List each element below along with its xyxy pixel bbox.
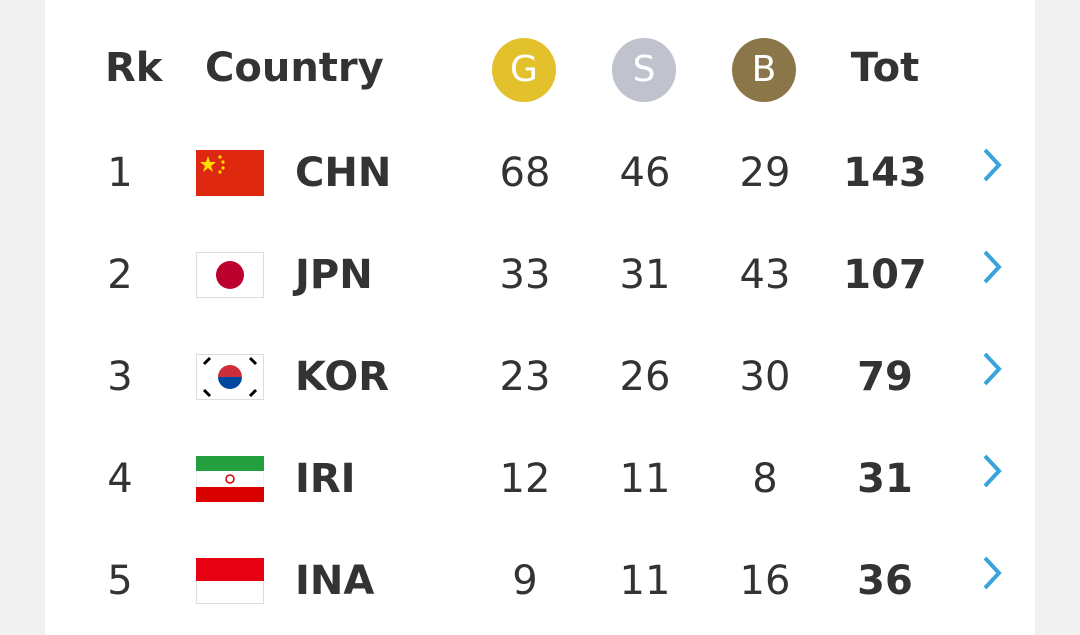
row-chevron[interactable] — [980, 248, 1004, 288]
gold-count: 68 — [499, 150, 551, 196]
flag — [195, 455, 265, 503]
row-chevron[interactable] — [980, 146, 1004, 186]
row-chevron[interactable] — [980, 452, 1004, 492]
country-code: INA — [295, 558, 375, 604]
silver-header: S — [612, 38, 676, 102]
gold-header: G — [492, 38, 556, 102]
flag — [196, 354, 264, 400]
rank: 1 — [107, 150, 133, 196]
total-header: Tot — [850, 45, 920, 91]
country-code: CHN — [295, 150, 392, 196]
row-chevron[interactable] — [980, 350, 1004, 390]
rank: 5 — [107, 558, 133, 604]
silver-count: 11 — [619, 558, 671, 604]
silver-count: 46 — [619, 150, 671, 196]
total-count: 107 — [843, 252, 927, 298]
bronze-count: 30 — [739, 354, 791, 400]
flag — [196, 150, 264, 196]
rank: 2 — [107, 252, 133, 298]
medal-table: Rk Country G S B Tot 1 CHN 68 46 29 143 2 JPN 33… — [45, 0, 1035, 635]
silver-count: 26 — [619, 354, 671, 400]
country-code: JPN — [295, 252, 373, 298]
bronze-header: B — [732, 38, 796, 102]
silver-count: 31 — [619, 252, 671, 298]
country-code: IRI — [295, 456, 356, 502]
total-count: 79 — [857, 354, 913, 400]
flag — [196, 558, 264, 604]
row-chevron[interactable] — [980, 554, 1004, 594]
bronze-count: 16 — [739, 558, 791, 604]
total-count: 36 — [857, 558, 913, 604]
gold-count: 9 — [512, 558, 538, 604]
gold-count: 12 — [499, 456, 551, 502]
bronze-count: 29 — [739, 150, 791, 196]
gold-count: 33 — [499, 252, 551, 298]
bronze-count: 43 — [739, 252, 791, 298]
silver-count: 11 — [619, 456, 671, 502]
rank: 3 — [107, 354, 133, 400]
country-header: Country — [205, 45, 384, 91]
total-count: 143 — [843, 150, 927, 196]
gold-count: 23 — [499, 354, 551, 400]
rank-header: Rk — [105, 45, 163, 91]
country-code: KOR — [295, 354, 390, 400]
total-count: 31 — [857, 456, 913, 502]
bronze-count: 8 — [752, 456, 778, 502]
flag — [196, 252, 264, 298]
rank: 4 — [107, 456, 133, 502]
